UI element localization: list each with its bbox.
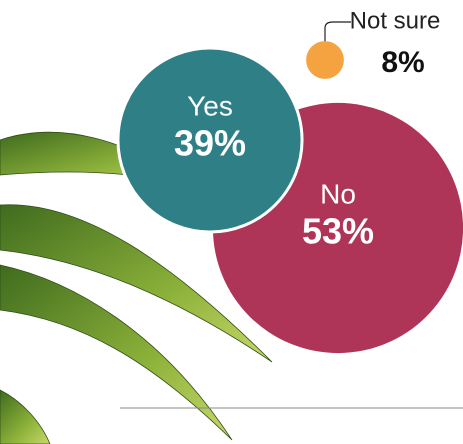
value-label: 53% bbox=[302, 211, 374, 252]
category-label: Not sure bbox=[350, 7, 441, 34]
value-label: 8% bbox=[381, 46, 424, 79]
category-label: No bbox=[320, 178, 356, 209]
bubble bbox=[306, 41, 344, 79]
value-label: 39% bbox=[174, 123, 246, 164]
bubble bbox=[116, 46, 304, 234]
leader-line bbox=[324, 21, 351, 42]
category-label: Yes bbox=[187, 90, 233, 121]
